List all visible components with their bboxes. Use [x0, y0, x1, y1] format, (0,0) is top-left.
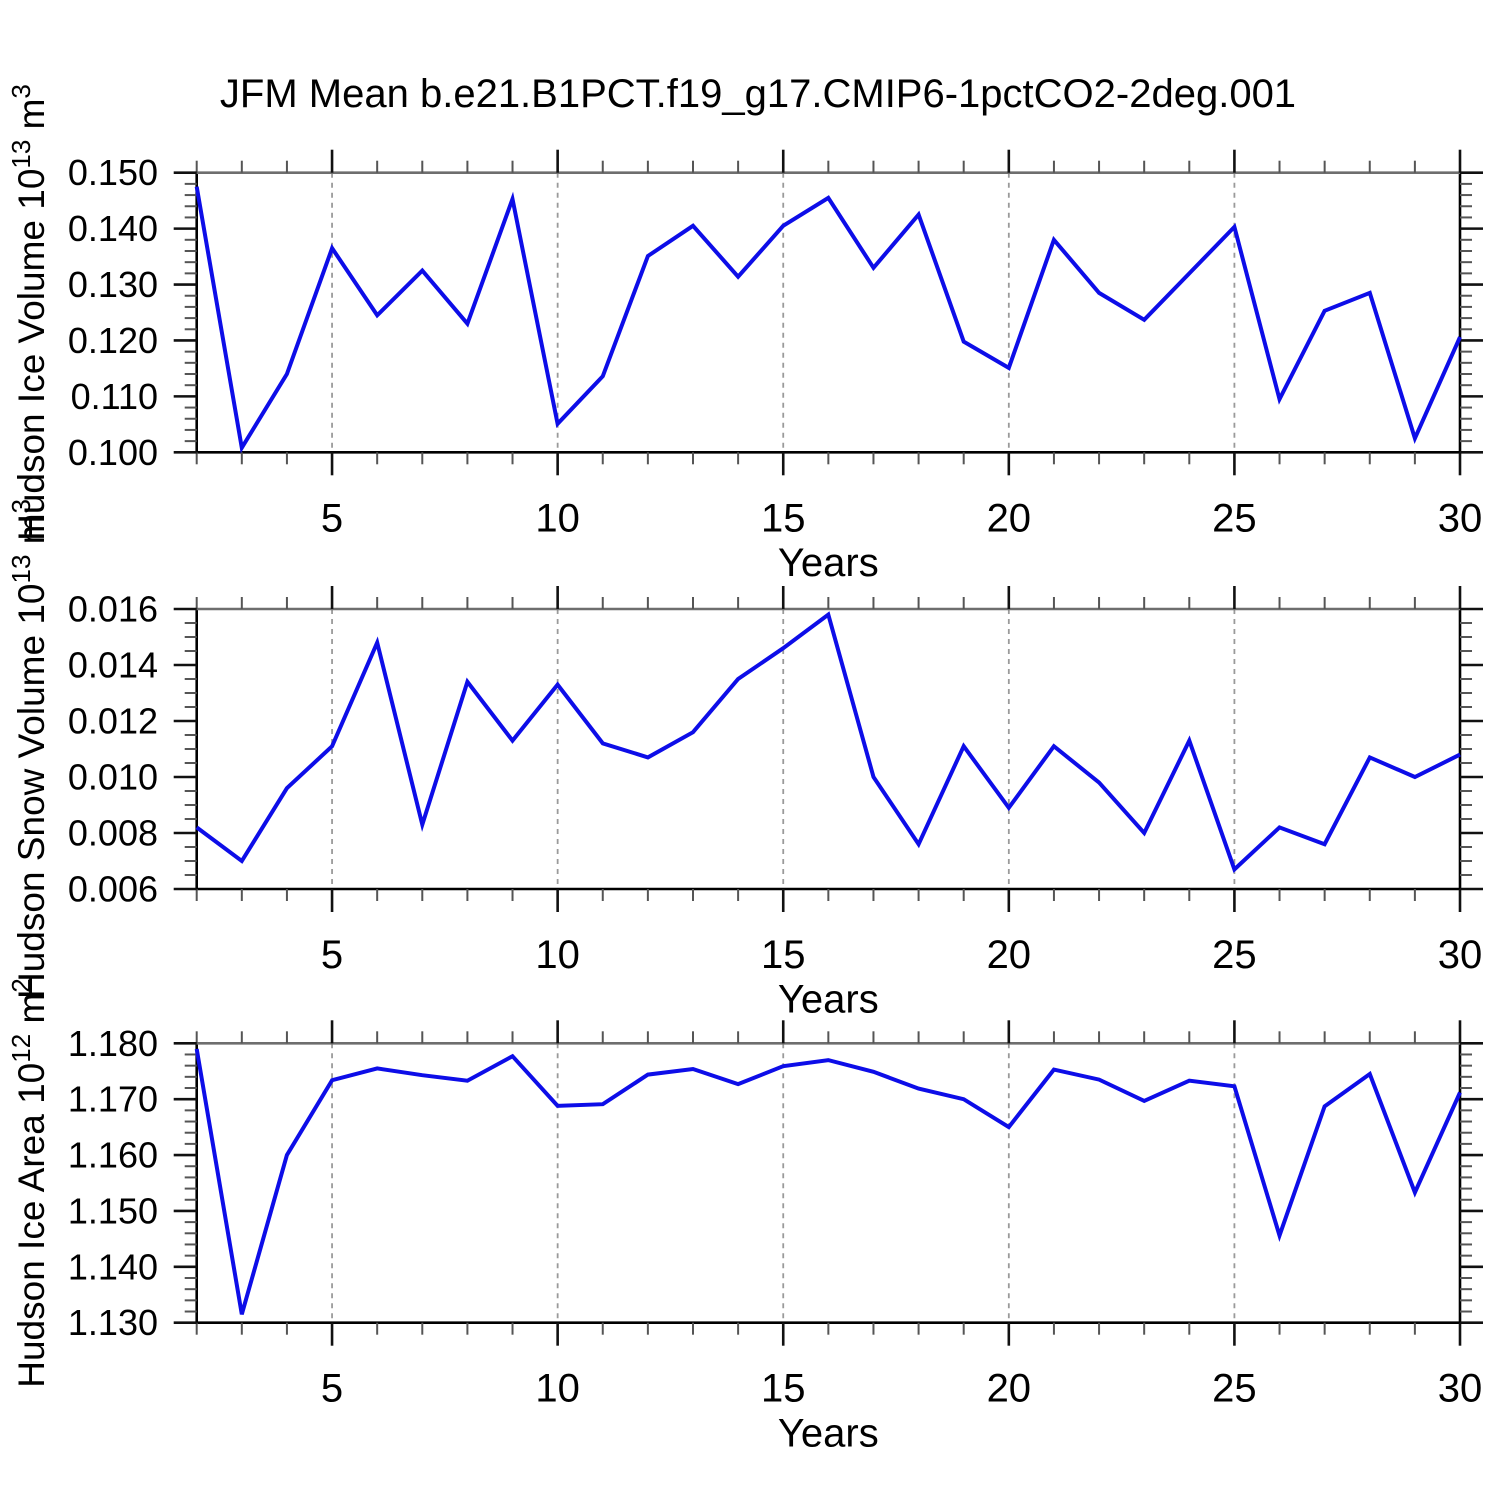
x-tick-label: 5 — [321, 1367, 343, 1411]
y-axis-title-superscript: 13 — [6, 140, 36, 169]
chart-hudson-ice-volume: 5 10 15 20 25 30 0.150 0.140 0.130 0.120 0.110 0.10… — [6, 84, 1483, 585]
y-axis-title-superscript: 2 — [6, 978, 36, 992]
x-tick-label: 25 — [1212, 1367, 1257, 1411]
y-tick-label: 0.016 — [68, 589, 158, 630]
x-tick-label: 10 — [535, 1367, 580, 1411]
x-tick-label: 30 — [1438, 496, 1483, 540]
y-tick-label: 0.006 — [68, 869, 158, 910]
y-tick-label: 1.150 — [68, 1190, 158, 1231]
x-tick-label: 30 — [1438, 933, 1483, 977]
x-tick-label: 10 — [535, 496, 580, 540]
y-axis-title-superscript: 12 — [6, 1034, 36, 1063]
figure-title: JFM Mean b.e21.B1PCT.f19_g17.CMIP6-1pctC… — [219, 72, 1297, 116]
x-tick-label: 10 — [535, 933, 580, 977]
y-tick-label: 0.012 — [68, 701, 158, 742]
y-tick-label: 1.160 — [68, 1135, 158, 1176]
y-axis-title-text: Hudson Ice Area 10 — [11, 1063, 52, 1388]
x-tick-label: 15 — [761, 933, 806, 977]
y-tick-label: 0.008 — [68, 813, 158, 854]
x-tick-label: 15 — [761, 496, 806, 540]
y-tick-label: 0.010 — [68, 757, 158, 798]
x-tick-label: 20 — [987, 933, 1032, 977]
y-tick-label: 0.110 — [71, 376, 158, 417]
y-tick-label: 0.140 — [68, 208, 158, 249]
data-line — [194, 186, 1462, 454]
y-tick-label: 1.170 — [68, 1079, 158, 1120]
y-axis-title-text: m — [11, 99, 52, 140]
y-tick-label: 0.100 — [68, 432, 158, 473]
x-axis-title: Years — [778, 1411, 879, 1455]
x-axis-title: Years — [778, 541, 879, 585]
y-tick-label: 1.130 — [68, 1302, 158, 1343]
x-tick-label: 20 — [987, 1367, 1032, 1411]
x-tick-label: 15 — [761, 1367, 806, 1411]
x-tick-label: 25 — [1212, 933, 1257, 977]
chart-hudson-snow-volume: 5 10 15 20 25 300.0160.0140.0120.0100.0080.00… — [6, 499, 1483, 1022]
x-tick-label: 25 — [1212, 496, 1257, 540]
y-axis-title: Hudson Ice Area 1012 m2 — [6, 978, 52, 1388]
y-tick-label: 0.150 — [68, 152, 158, 193]
y-tick-label: 0.014 — [68, 645, 158, 686]
y-axis-title-text: m — [11, 513, 52, 554]
y-axis-title-superscript: 3 — [6, 499, 36, 513]
data-line — [194, 1048, 1462, 1315]
x-axis-title: Years — [778, 978, 879, 1022]
x-tick-label: 5 — [321, 933, 343, 977]
y-tick-label: 1.180 — [68, 1023, 158, 1064]
y-tick-label: 1.140 — [68, 1246, 158, 1287]
y-tick-label: 0.120 — [68, 320, 158, 361]
chart-hudson-ice-area: 5 10 15 20 25 30 1.180 1.170 1.160 1.150 1.140 1.13… — [6, 978, 1483, 1455]
y-axis-title-superscript: 13 — [6, 555, 36, 584]
data-line — [195, 611, 1461, 873]
y-axis-title: Hudson Snow Volume 1013 m3 — [6, 499, 52, 999]
x-tick-label: 30 — [1438, 1367, 1483, 1411]
y-axis-title-text: m — [11, 993, 52, 1034]
y-axis-title: Hudson Ice Volume 1013 m3 — [6, 84, 52, 541]
y-axis-title-text: Hudson Ice Volume 10 — [11, 169, 52, 541]
x-tick-label: 5 — [321, 496, 343, 540]
y-axis-title-text: Hudson Snow Volume 10 — [11, 584, 52, 1000]
y-tick-label: 0.130 — [68, 264, 158, 305]
x-tick-label: 20 — [987, 496, 1032, 540]
y-axis-title-superscript: 3 — [6, 84, 36, 98]
